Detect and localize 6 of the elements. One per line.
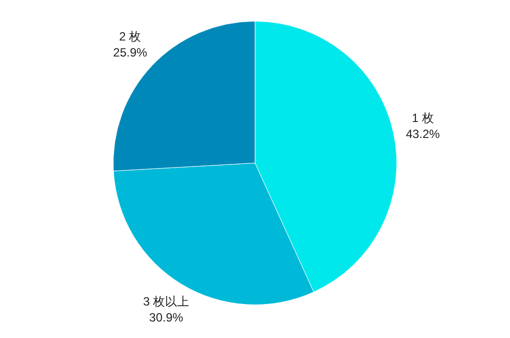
slice-label: 1 枚 — [412, 110, 434, 125]
slice-label: 2 枚 — [119, 29, 142, 44]
data-label: 30.9% — [149, 310, 184, 324]
data-label: 25.9% — [113, 45, 148, 60]
data-label: 43.2% — [406, 126, 440, 141]
slice-label: 3 枚以上 — [143, 294, 190, 308]
